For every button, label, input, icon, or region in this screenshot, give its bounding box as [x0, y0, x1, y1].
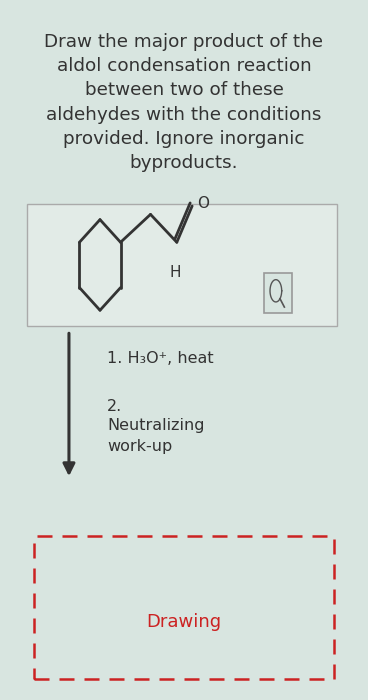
Text: Draw the major product of the
aldol condensation reaction
between two of these
a: Draw the major product of the aldol cond…	[45, 33, 323, 172]
Text: 2.: 2.	[107, 399, 123, 414]
Bar	[27, 204, 337, 326]
Text: Neutralizing: Neutralizing	[107, 418, 205, 433]
Text: work-up: work-up	[107, 438, 173, 454]
Bar	[264, 272, 292, 313]
Text: Drawing: Drawing	[146, 613, 222, 631]
Bar	[34, 536, 334, 679]
Text: O: O	[197, 197, 209, 211]
Text: H: H	[170, 265, 181, 280]
Text: 1. H₃O⁺, heat: 1. H₃O⁺, heat	[107, 351, 214, 366]
